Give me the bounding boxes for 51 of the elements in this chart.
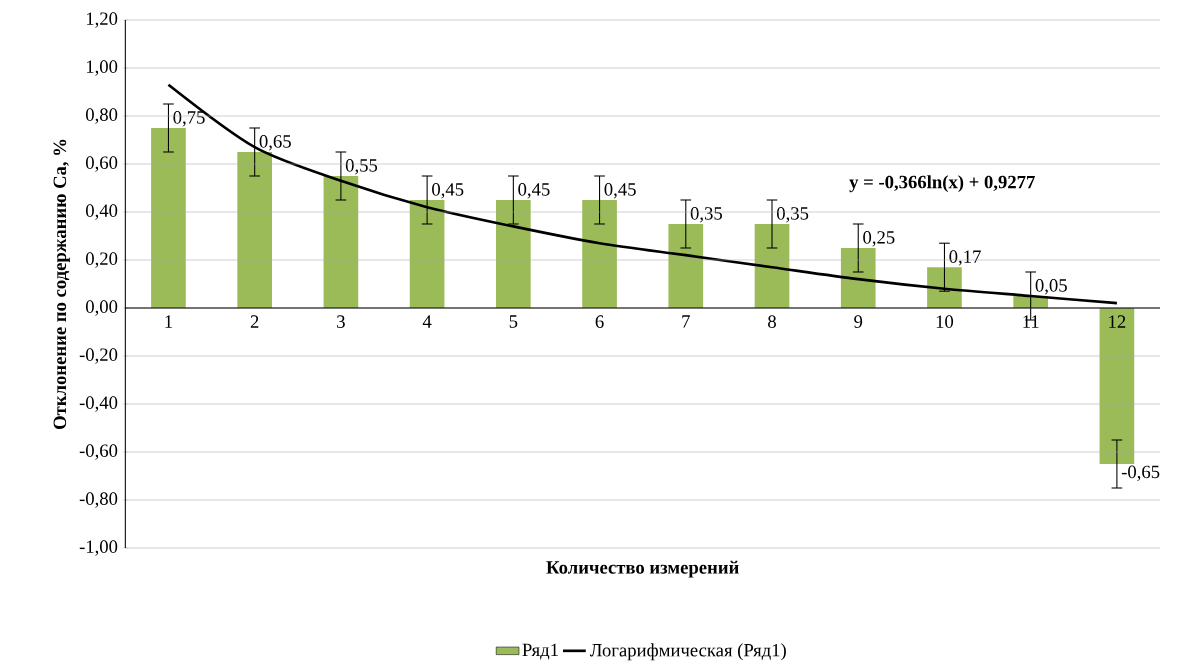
x-tick-label: 11 xyxy=(1023,315,1039,328)
data-label: 0,35 xyxy=(690,207,722,223)
data-label: 0,65 xyxy=(259,135,291,151)
y-tick-label: 0,40 xyxy=(86,204,118,220)
data-label: 0,45 xyxy=(432,183,464,199)
bar xyxy=(1099,308,1135,465)
x-tick-label: 8 xyxy=(768,315,776,329)
x-tick-label: 10 xyxy=(936,315,954,329)
y-tick-label: -0,60 xyxy=(79,444,118,460)
data-label: 0,75 xyxy=(173,111,205,127)
y-tick-label: -0,20 xyxy=(79,348,118,364)
bar xyxy=(582,200,617,309)
x-tick-label: 4 xyxy=(422,315,432,328)
data-label: 0,55 xyxy=(345,159,378,175)
y-tick-label: 0,00 xyxy=(86,300,118,316)
bar xyxy=(323,176,359,309)
x-tick-label: 7 xyxy=(682,315,690,328)
x-tick-label: 3 xyxy=(337,315,345,329)
bar xyxy=(840,248,876,309)
data-label: 0,35 xyxy=(776,207,809,223)
data-label: 0,05 xyxy=(1035,279,1067,295)
x-tick-label: 9 xyxy=(854,315,863,329)
bar xyxy=(754,224,790,309)
data-label: 0,25 xyxy=(863,231,895,247)
y-axis-title: Отклонение по содержанию Ca, % xyxy=(53,140,70,430)
bar xyxy=(151,128,186,309)
x-tick-label: 2 xyxy=(250,315,259,328)
y-tick-label: -0,40 xyxy=(79,396,118,412)
bar xyxy=(668,224,704,309)
y-tick-label: -0,80 xyxy=(79,492,118,508)
y-tick-label: 0,60 xyxy=(86,156,118,172)
x-axis-title: Количество измерений xyxy=(546,560,739,578)
y-tick-label: 0,80 xyxy=(86,108,118,124)
data-label: -0,65 xyxy=(1121,465,1160,482)
x-tick-label: 1 xyxy=(165,315,172,328)
legend-label: Логарифмическая (Ряд1) xyxy=(589,643,786,661)
data-label: 0,45 xyxy=(604,183,636,199)
x-tick-label: 6 xyxy=(595,315,604,329)
annotation: y = -0,366ln(x) + 0,9277 xyxy=(849,175,1035,193)
legend-label: Ряд1 xyxy=(522,643,558,660)
data-label: 0,17 xyxy=(949,250,981,266)
bar xyxy=(496,200,531,309)
bar xyxy=(237,152,272,309)
x-tick-label: 5 xyxy=(509,315,518,328)
y-tick-label: 0,20 xyxy=(86,252,118,268)
y-tick-label: 1,20 xyxy=(86,12,118,28)
y-tick-label: 1,00 xyxy=(86,60,118,76)
y-tick-label: -1,00 xyxy=(79,540,118,556)
data-label: 0,45 xyxy=(518,183,550,199)
bar xyxy=(409,200,445,309)
x-tick-label: 12 xyxy=(1109,315,1126,328)
